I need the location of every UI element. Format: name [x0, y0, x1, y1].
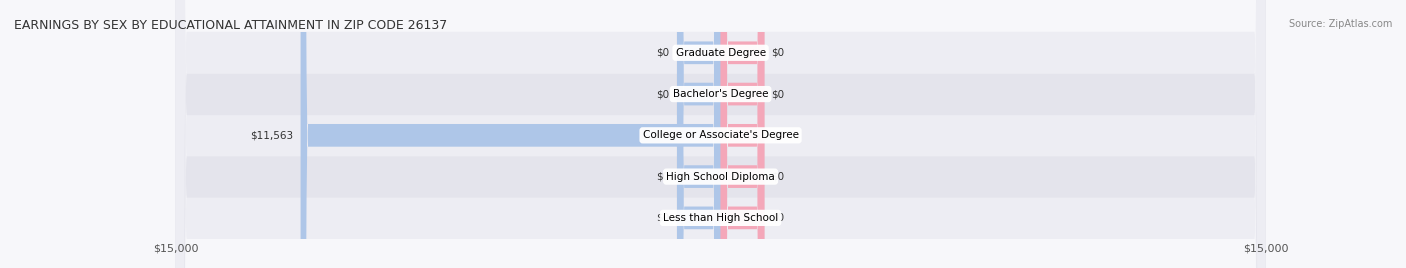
Text: College or Associate's Degree: College or Associate's Degree: [643, 130, 799, 140]
FancyBboxPatch shape: [176, 0, 1265, 268]
FancyBboxPatch shape: [721, 0, 765, 268]
FancyBboxPatch shape: [176, 0, 1265, 268]
Text: $0: $0: [657, 213, 669, 223]
FancyBboxPatch shape: [176, 0, 1265, 268]
Text: $0: $0: [657, 172, 669, 182]
Text: $0: $0: [657, 89, 669, 99]
FancyBboxPatch shape: [176, 0, 1265, 268]
Text: Less than High School: Less than High School: [664, 213, 778, 223]
FancyBboxPatch shape: [301, 0, 721, 268]
Text: $0: $0: [772, 172, 785, 182]
Text: EARNINGS BY SEX BY EDUCATIONAL ATTAINMENT IN ZIP CODE 26137: EARNINGS BY SEX BY EDUCATIONAL ATTAINMEN…: [14, 19, 447, 32]
FancyBboxPatch shape: [678, 0, 721, 268]
Text: Graduate Degree: Graduate Degree: [675, 48, 766, 58]
Text: Source: ZipAtlas.com: Source: ZipAtlas.com: [1288, 19, 1392, 29]
FancyBboxPatch shape: [721, 0, 765, 268]
Text: High School Diploma: High School Diploma: [666, 172, 775, 182]
FancyBboxPatch shape: [721, 0, 765, 268]
FancyBboxPatch shape: [721, 0, 765, 268]
Text: $0: $0: [772, 130, 785, 140]
Text: Bachelor's Degree: Bachelor's Degree: [673, 89, 768, 99]
Text: $0: $0: [772, 48, 785, 58]
Text: $0: $0: [657, 48, 669, 58]
FancyBboxPatch shape: [678, 0, 721, 268]
FancyBboxPatch shape: [176, 0, 1265, 268]
Text: $0: $0: [772, 89, 785, 99]
FancyBboxPatch shape: [678, 0, 721, 268]
Text: $11,563: $11,563: [250, 130, 294, 140]
FancyBboxPatch shape: [721, 0, 765, 268]
FancyBboxPatch shape: [678, 0, 721, 268]
Text: $0: $0: [772, 213, 785, 223]
